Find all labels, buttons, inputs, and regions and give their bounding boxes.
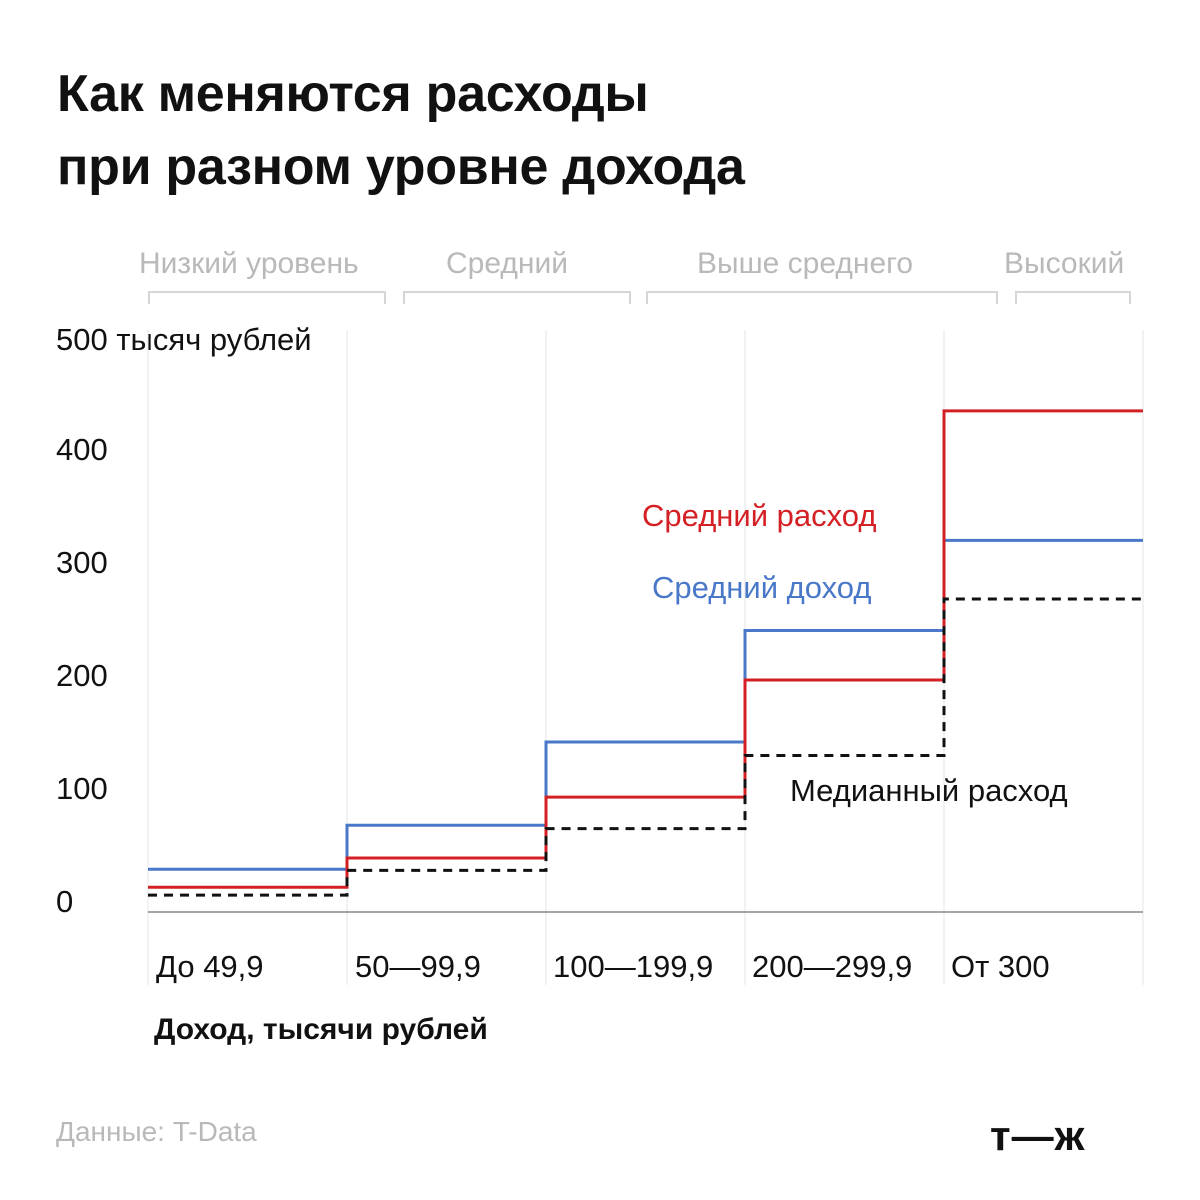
y-tick-400: 400 xyxy=(56,432,108,467)
band-label-low: Низкий уровень xyxy=(139,247,359,280)
band-bracket-high xyxy=(1015,291,1131,304)
series-label-average-expense: Средний расход xyxy=(642,498,877,533)
y-tick-300: 300 xyxy=(56,545,108,580)
band-label-high: Высокий xyxy=(1004,247,1125,280)
series-line-медианный-расход xyxy=(148,597,1143,897)
chart-grid xyxy=(147,330,1144,985)
series-line-средний-расход xyxy=(148,409,1143,889)
brand-logo: т—ж xyxy=(990,1112,1086,1159)
y-tick-200: 200 xyxy=(56,658,108,693)
band-bracket-above-average xyxy=(646,291,998,304)
chart-title-line-2: при разном уровне дохода xyxy=(57,138,745,196)
y-tick-100: 100 xyxy=(56,771,108,806)
chart-series xyxy=(148,409,1143,897)
x-tick-label: 100—199,9 xyxy=(553,949,714,984)
y-tick-0: 0 xyxy=(56,884,74,919)
x-tick-label: 50—99,9 xyxy=(355,949,481,984)
band-label-middle: Средний xyxy=(446,247,568,280)
series-label-average-income: Средний доход xyxy=(652,570,872,605)
band-label-above-average: Выше среднего xyxy=(697,247,914,280)
series-line-средний-доход xyxy=(148,538,1143,871)
x-tick-label: От 300 xyxy=(951,949,1050,984)
data-source: Данные: T-Data xyxy=(56,1116,257,1147)
x-axis-title: Доход, тысячи рублей xyxy=(154,1013,488,1046)
chart-title-line-1: Как меняются расходы xyxy=(57,65,649,123)
y-axis-title: 500 тысяч рублей xyxy=(56,322,312,357)
series-label-median-expense: Медианный расход xyxy=(790,773,1068,808)
chart-title: Как меняются расходы при разном уровне д… xyxy=(57,58,1057,204)
x-tick-label: 200—299,9 xyxy=(752,949,913,984)
x-tick-label: До 49,9 xyxy=(156,949,264,984)
band-bracket-middle xyxy=(403,291,631,304)
band-bracket-low xyxy=(148,291,386,304)
